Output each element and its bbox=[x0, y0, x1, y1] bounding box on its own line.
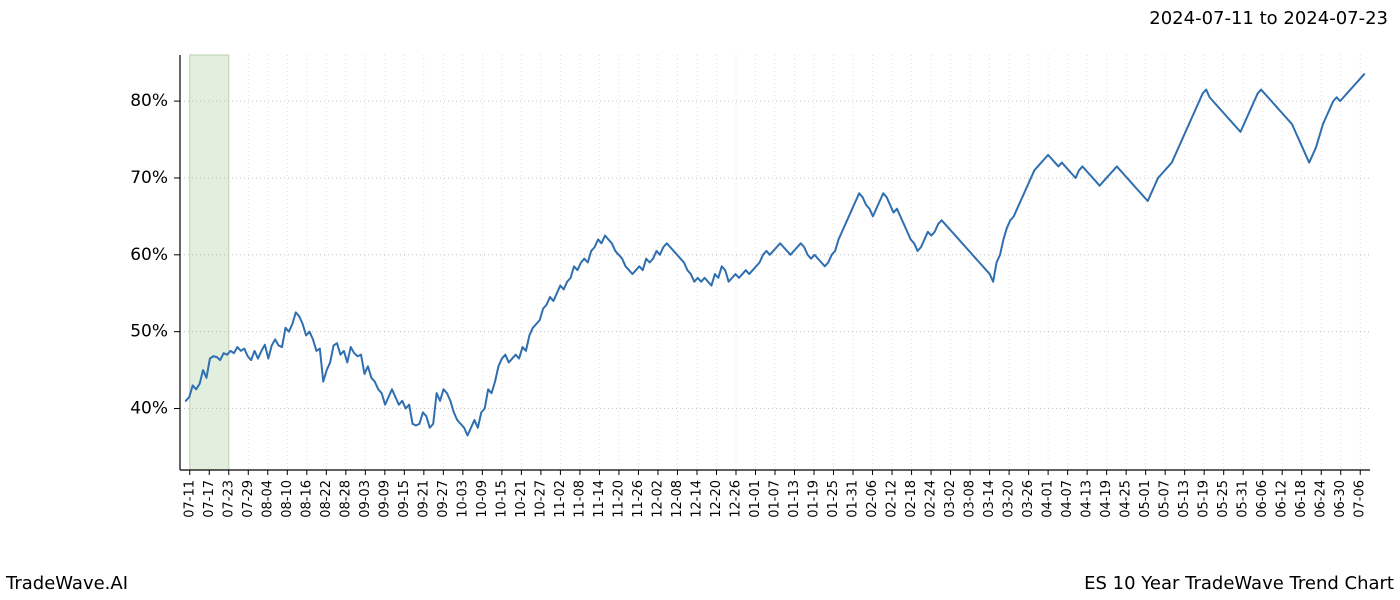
x-tick-label: 12-14 bbox=[689, 480, 704, 518]
x-tick-label: 12-20 bbox=[709, 480, 724, 518]
x-tick-label: 11-08 bbox=[572, 480, 587, 518]
x-tick-label: 05-07 bbox=[1158, 480, 1173, 518]
chart-container: { "header": { "date_range": "2024-07-11 … bbox=[0, 0, 1400, 600]
x-tick-label: 06-24 bbox=[1314, 480, 1329, 518]
x-tick-label: 10-03 bbox=[455, 480, 470, 518]
x-tick-label: 07-06 bbox=[1353, 480, 1368, 518]
y-tick-label: 50% bbox=[130, 322, 168, 342]
x-tick-label: 08-10 bbox=[280, 480, 295, 518]
x-tick-label: 08-22 bbox=[319, 480, 334, 518]
x-tick-label: 09-03 bbox=[358, 480, 373, 518]
x-tick-label: 01-25 bbox=[826, 480, 841, 518]
x-tick-label: 01-31 bbox=[846, 480, 861, 518]
x-tick-label: 07-23 bbox=[221, 480, 236, 518]
x-tick-label: 08-16 bbox=[299, 480, 314, 518]
x-tick-label: 11-20 bbox=[611, 480, 626, 518]
x-tick-label: 10-21 bbox=[514, 480, 529, 518]
x-tick-label: 03-14 bbox=[982, 480, 997, 518]
x-tick-label: 06-18 bbox=[1294, 480, 1309, 518]
x-tick-label: 01-07 bbox=[768, 480, 783, 518]
trend-chart-svg: 40% 50% 60% 70% 80% 07-11 07-17 07-23 07-29 08-04… bbox=[0, 0, 1400, 600]
x-tick-label: 07-29 bbox=[241, 480, 256, 518]
y-tick-label: 80% bbox=[130, 91, 168, 111]
x-tick-label: 02-24 bbox=[924, 480, 939, 518]
x-tick-label: 05-01 bbox=[1138, 480, 1153, 518]
x-tick-label: 09-27 bbox=[436, 480, 451, 518]
x-tick-label: 05-19 bbox=[1197, 480, 1212, 518]
x-tick-label: 03-26 bbox=[1021, 480, 1036, 518]
x-tick-label: 01-13 bbox=[787, 480, 802, 518]
x-tick-label: 04-07 bbox=[1060, 480, 1075, 518]
x-tick-label: 08-04 bbox=[260, 480, 275, 518]
x-tick-label: 06-12 bbox=[1275, 480, 1290, 518]
x-tick-label: 10-27 bbox=[533, 480, 548, 518]
x-tick-label: 08-28 bbox=[338, 480, 353, 518]
x-tick-label: 10-15 bbox=[494, 480, 509, 518]
x-tick-label: 06-06 bbox=[1255, 480, 1270, 518]
x-tick-label: 04-25 bbox=[1119, 480, 1134, 518]
x-tick-label: 03-02 bbox=[943, 480, 958, 518]
x-tick-label: 02-18 bbox=[904, 480, 919, 518]
x-tick-label: 10-09 bbox=[475, 480, 490, 518]
x-tick-label: 03-20 bbox=[1002, 480, 1017, 518]
x-tick-label: 11-26 bbox=[631, 480, 646, 518]
x-tick-label: 11-02 bbox=[553, 480, 568, 518]
x-tick-label: 04-13 bbox=[1080, 480, 1095, 518]
x-tick-label: 05-13 bbox=[1177, 480, 1192, 518]
x-tick-label: 09-09 bbox=[377, 480, 392, 518]
x-tick-label: 05-25 bbox=[1216, 480, 1231, 518]
x-tick-label: 01-01 bbox=[748, 480, 763, 518]
x-tick-label: 05-31 bbox=[1236, 480, 1251, 518]
x-tick-label: 12-08 bbox=[670, 480, 685, 518]
y-tick-label: 70% bbox=[130, 168, 168, 188]
x-tick-label: 12-02 bbox=[650, 480, 665, 518]
x-tick-label: 03-08 bbox=[963, 480, 978, 518]
x-tick-label: 07-17 bbox=[202, 480, 217, 518]
x-tick-label: 02-06 bbox=[865, 480, 880, 518]
x-tick-label: 11-14 bbox=[592, 480, 607, 518]
y-tick-label: 60% bbox=[130, 245, 168, 265]
x-tick-label: 04-19 bbox=[1099, 480, 1114, 518]
x-tick-label: 07-11 bbox=[182, 480, 197, 518]
trend-line bbox=[186, 74, 1364, 435]
x-tick-label: 06-30 bbox=[1333, 480, 1348, 518]
y-tick-label: 40% bbox=[130, 399, 168, 419]
x-tick-label: 09-15 bbox=[397, 480, 412, 518]
x-tick-label: 01-19 bbox=[807, 480, 822, 518]
x-tick-label: 02-12 bbox=[885, 480, 900, 518]
x-tick-label: 04-01 bbox=[1041, 480, 1056, 518]
x-tick-label: 12-26 bbox=[728, 480, 743, 518]
x-tick-label: 09-21 bbox=[416, 480, 431, 518]
